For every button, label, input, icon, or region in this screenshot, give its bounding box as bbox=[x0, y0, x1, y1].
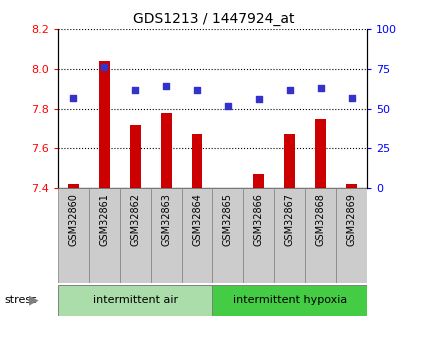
Point bbox=[162, 84, 170, 89]
Point bbox=[317, 85, 324, 91]
Text: GSM32868: GSM32868 bbox=[316, 193, 326, 246]
Bar bbox=[316, 119, 326, 188]
Bar bbox=[68, 184, 79, 188]
Text: GSM32864: GSM32864 bbox=[192, 193, 202, 246]
Text: GSM32869: GSM32869 bbox=[347, 193, 356, 246]
Bar bbox=[254, 174, 264, 188]
Bar bbox=[284, 135, 295, 188]
Bar bbox=[182, 188, 213, 283]
Text: GSM32860: GSM32860 bbox=[69, 193, 78, 246]
Bar bbox=[243, 188, 274, 283]
Point bbox=[194, 87, 201, 92]
Point bbox=[101, 65, 108, 70]
Bar bbox=[192, 135, 202, 188]
Bar bbox=[99, 61, 109, 188]
Bar bbox=[336, 188, 367, 283]
Point bbox=[348, 95, 355, 100]
Text: GSM32866: GSM32866 bbox=[254, 193, 264, 246]
Point bbox=[70, 95, 77, 100]
Text: GSM32863: GSM32863 bbox=[161, 193, 171, 246]
Text: stress: stress bbox=[4, 295, 37, 305]
Bar bbox=[213, 188, 243, 283]
Text: GSM32867: GSM32867 bbox=[285, 193, 295, 246]
Bar bbox=[150, 188, 182, 283]
Bar bbox=[89, 188, 120, 283]
Point bbox=[255, 96, 263, 102]
Bar bbox=[58, 285, 213, 316]
Text: GSM32862: GSM32862 bbox=[130, 193, 140, 246]
Text: intermittent hypoxia: intermittent hypoxia bbox=[233, 295, 347, 305]
Text: GSM32865: GSM32865 bbox=[223, 193, 233, 246]
Bar bbox=[213, 285, 367, 316]
Text: GDS1213 / 1447924_at: GDS1213 / 1447924_at bbox=[133, 12, 294, 26]
Point bbox=[132, 87, 139, 92]
Text: ▶: ▶ bbox=[28, 294, 38, 307]
Bar bbox=[274, 188, 305, 283]
Bar bbox=[120, 188, 150, 283]
Bar bbox=[305, 188, 336, 283]
Text: intermittent air: intermittent air bbox=[93, 295, 178, 305]
Bar bbox=[130, 125, 141, 188]
Point bbox=[224, 103, 231, 108]
Text: GSM32861: GSM32861 bbox=[99, 193, 109, 246]
Bar bbox=[161, 112, 171, 188]
Point bbox=[286, 87, 293, 92]
Bar bbox=[346, 184, 357, 188]
Bar bbox=[58, 188, 89, 283]
